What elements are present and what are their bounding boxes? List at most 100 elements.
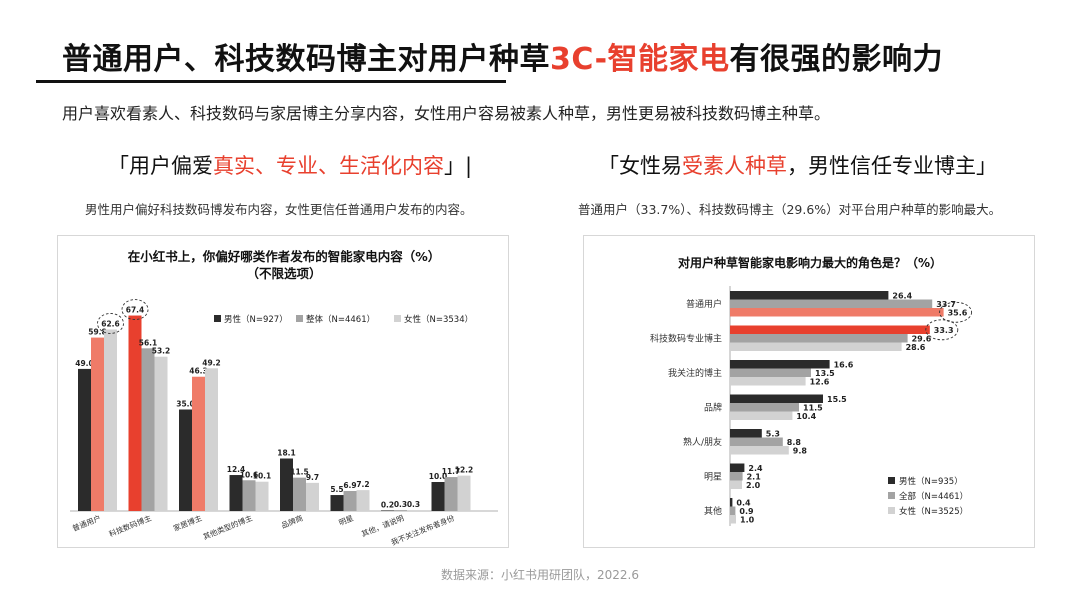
right-tick-label-1: 科技数码专业博主 bbox=[650, 332, 722, 344]
left-legend-swatch-1 bbox=[296, 315, 303, 322]
left-bar-label-2-1: 46.3 bbox=[189, 367, 208, 376]
title-part-1: 普通用户、科技数码博主对用户种草 bbox=[62, 42, 550, 77]
left-bar-circle-1-0 bbox=[121, 299, 149, 320]
right-bar-label-6-2: 1.0 bbox=[740, 515, 755, 524]
right-bar-2-1 bbox=[730, 368, 811, 377]
left-bar-1-2 bbox=[154, 356, 168, 511]
right-bar-label-5-1: 2.1 bbox=[747, 472, 762, 481]
author-preference-chart: 在小红书上，你偏好哪类作者发布的智能家电内容（%）（不限选项）49.059.86… bbox=[70, 249, 498, 547]
left-quote-close: 」| bbox=[444, 154, 473, 178]
left-tick-label-1: 科技数码博主 bbox=[107, 512, 153, 538]
right-bar-label-4-2: 9.8 bbox=[793, 446, 808, 455]
left-bar-label-2-2: 49.2 bbox=[202, 358, 221, 367]
left-legend-swatch-0 bbox=[214, 315, 221, 322]
left-bar-0-1 bbox=[91, 337, 104, 511]
right-bar-label-6-1: 0.9 bbox=[739, 507, 754, 516]
left-bar-2-2 bbox=[205, 368, 218, 511]
left-bar-6-0 bbox=[381, 510, 394, 512]
left-bar-label-0-2: 62.6 bbox=[101, 319, 120, 328]
right-bar-label-2-2: 12.6 bbox=[810, 377, 830, 386]
right-bar-1-2 bbox=[730, 342, 902, 351]
right-bar-label-0-0: 26.4 bbox=[892, 291, 912, 300]
left-bar-label-7-0: 10.0 bbox=[429, 472, 448, 481]
left-bar-5-2 bbox=[356, 490, 370, 511]
left-chart-subtitle: （不限选项） bbox=[246, 266, 321, 281]
right-bar-label-2-1: 13.5 bbox=[815, 369, 835, 378]
right-bar-label-0-2: 35.6 bbox=[948, 308, 968, 317]
right-quote-desc: 普通用户（33.7%）、科技数码博主（29.6%）对平台用户种草的影响最大。 bbox=[578, 202, 1002, 217]
right-legend-label-0: 男性（N=935） bbox=[899, 476, 963, 487]
left-legend-label-0: 男性（N=927） bbox=[224, 314, 288, 325]
title-underline bbox=[36, 80, 506, 83]
title-part-2: 有很强的影响力 bbox=[729, 42, 944, 77]
left-bar-1-0 bbox=[128, 315, 142, 511]
right-bar-label-5-2: 2.0 bbox=[746, 481, 761, 490]
right-tick-label-5: 明星 bbox=[704, 471, 722, 482]
right-tick-label-4: 熟人/朋友 bbox=[683, 436, 722, 448]
right-bar-5-2 bbox=[730, 480, 742, 489]
right-bar-0-1 bbox=[730, 299, 933, 308]
right-bar-3-2 bbox=[730, 411, 793, 420]
left-quote-desc: 男性用户偏好科技数码博发布内容，女性更信任普通用户发布的内容。 bbox=[85, 202, 473, 217]
left-bar-label-7-2: 12.2 bbox=[455, 466, 474, 475]
right-bar-label-5-0: 2.4 bbox=[748, 464, 763, 473]
left-bar-label-4-0: 18.1 bbox=[277, 449, 296, 458]
left-bar-label-0-0: 49.0 bbox=[75, 359, 94, 368]
left-quote-open: 「用户偏爱 bbox=[108, 154, 213, 178]
left-bar-5-1 bbox=[343, 490, 357, 511]
left-tick-label-2: 家居博主 bbox=[172, 512, 204, 533]
left-bar-label-0-1: 59.8 bbox=[88, 328, 107, 337]
right-legend-swatch-2 bbox=[888, 507, 895, 514]
left-bar-label-6-0: 0.2 bbox=[381, 500, 394, 509]
right-bar-3-1 bbox=[730, 403, 799, 412]
right-bar-label-3-2: 10.4 bbox=[796, 412, 816, 421]
left-bar-4-1 bbox=[293, 477, 306, 511]
right-bar-1-0 bbox=[730, 325, 930, 334]
left-bar-0-2 bbox=[104, 329, 117, 511]
right-bar-4-1 bbox=[730, 437, 783, 446]
right-bar-4-2 bbox=[730, 446, 789, 455]
left-bar-1-1 bbox=[141, 348, 155, 511]
right-bar-circle-1-0 bbox=[925, 319, 959, 341]
left-bar-label-1-1: 56.1 bbox=[139, 338, 158, 347]
left-quote-highlight: 真实、专业、生活化内容 bbox=[213, 154, 444, 178]
left-bar-label-5-2: 7.2 bbox=[356, 480, 369, 489]
right-bar-circle-0-2 bbox=[939, 301, 973, 323]
right-tick-label-0: 普通用户 bbox=[686, 298, 722, 310]
right-bar-2-0 bbox=[730, 360, 830, 369]
right-bar-label-1-0: 33.3 bbox=[934, 326, 954, 335]
right-bar-0-2 bbox=[730, 308, 944, 317]
left-bar-label-4-1: 11.5 bbox=[290, 468, 309, 477]
right-bar-label-1-1: 29.6 bbox=[912, 334, 932, 343]
right-bar-label-3-1: 11.5 bbox=[803, 403, 823, 412]
left-bar-4-0 bbox=[280, 458, 293, 511]
right-tick-label-2: 我关注的博主 bbox=[668, 367, 722, 379]
right-tick-label-3: 品牌 bbox=[704, 401, 722, 413]
right-bar-label-3-0: 15.5 bbox=[827, 395, 847, 404]
right-legend-swatch-1 bbox=[888, 492, 895, 499]
left-bar-label-7-1: 11.7 bbox=[442, 467, 461, 476]
left-bar-3-1 bbox=[242, 480, 256, 511]
page-subtitle: 用户喜欢看素人、科技数码与家居博主分享内容，女性用户容易被素人种草，男性更易被科… bbox=[62, 104, 831, 123]
left-tick-label-5: 明星 bbox=[337, 513, 355, 527]
left-bar-label-1-2: 53.2 bbox=[152, 347, 171, 356]
left-bar-label-1-0: 67.4 bbox=[126, 306, 145, 315]
left-bar-0-0 bbox=[78, 368, 91, 511]
left-bar-label-5-1: 6.9 bbox=[343, 481, 356, 490]
left-bar-label-6-1: 0.3 bbox=[394, 500, 407, 509]
right-bar-5-0 bbox=[730, 463, 745, 472]
right-bar-3-0 bbox=[730, 394, 823, 403]
right-quote-open: 「女性易 bbox=[598, 154, 682, 178]
left-bar-3-2 bbox=[255, 481, 269, 511]
left-bar-2-1 bbox=[192, 376, 205, 511]
right-legend-swatch-0 bbox=[888, 477, 895, 484]
left-bar-5-0 bbox=[330, 495, 344, 511]
right-quote-highlight: 受素人种草 bbox=[682, 154, 787, 178]
data-source: 数据来源：小红书用研团队，2022.6 bbox=[441, 568, 639, 582]
left-bar-3-0 bbox=[229, 475, 243, 511]
right-legend-label-2: 女性（N=3525） bbox=[899, 506, 968, 517]
left-bar-7-0 bbox=[431, 482, 445, 511]
left-bar-label-5-0: 5.5 bbox=[330, 485, 343, 494]
left-tick-label-3: 其他类型的博主 bbox=[201, 512, 254, 541]
right-bar-4-0 bbox=[730, 429, 762, 438]
